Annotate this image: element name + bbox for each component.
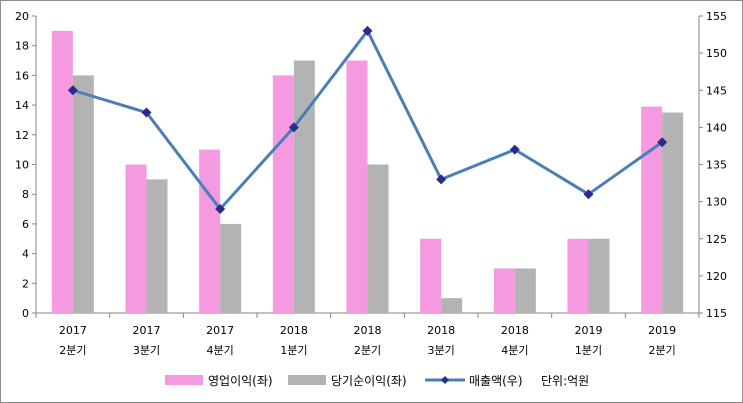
bar-operating-profit <box>641 106 663 314</box>
x-tick-label-year: 2017 <box>133 324 161 337</box>
revenue-point <box>362 25 373 36</box>
x-tick-label-year: 2018 <box>280 324 308 337</box>
revenue-point <box>288 122 299 133</box>
right-tick-label: 120 <box>706 270 727 283</box>
left-tick-label: 18 <box>15 40 29 53</box>
revenue-point <box>436 174 447 185</box>
bar-operating-profit <box>346 60 368 313</box>
x-tick-label-year: 2018 <box>354 324 382 337</box>
bar-operating-profit <box>125 164 147 313</box>
left-tick-label: 10 <box>15 159 29 172</box>
bar-net-income <box>367 164 389 313</box>
bar-net-income <box>293 60 315 313</box>
left-tick-label: 14 <box>15 99 29 112</box>
left-tick-label: 12 <box>15 129 29 142</box>
x-tick-label-quarter: 2분기 <box>354 344 381 357</box>
bar-operating-profit <box>51 30 73 313</box>
revenue-point <box>583 189 594 200</box>
revenue-point <box>657 137 668 148</box>
revenue-point <box>67 85 78 96</box>
right-tick-label: 140 <box>706 121 727 134</box>
x-tick-label-year: 2019 <box>575 324 603 337</box>
left-tick-label: 6 <box>22 218 29 231</box>
bar-net-income <box>220 223 242 313</box>
left-tick-label: 8 <box>22 188 29 201</box>
bar-net-income <box>662 112 684 314</box>
x-tick-label-quarter: 3분기 <box>133 344 160 357</box>
right-tick-label: 150 <box>706 47 727 60</box>
revenue-point <box>141 107 152 118</box>
bar-net-income <box>146 179 168 313</box>
bar-net-income <box>514 268 536 313</box>
left-tick-label: 20 <box>15 10 29 23</box>
left-tick-label: 2 <box>22 277 29 290</box>
x-tick-label-year: 2017 <box>206 324 234 337</box>
x-tick-label-year: 2019 <box>648 324 676 337</box>
x-tick-label-quarter: 1분기 <box>280 344 307 357</box>
right-tick-label: 145 <box>706 84 727 97</box>
x-tick-label-year: 2018 <box>427 324 455 337</box>
legend-label: 매출액(우) <box>469 374 523 388</box>
bar-operating-profit <box>199 149 221 313</box>
x-tick-label-quarter: 1분기 <box>575 344 602 357</box>
x-tick-label-quarter: 4분기 <box>501 344 528 357</box>
bar-operating-profit <box>493 268 515 313</box>
right-tick-label: 130 <box>706 196 727 209</box>
bar-operating-profit <box>567 238 589 313</box>
right-tick-label: 135 <box>706 159 727 172</box>
right-tick-label: 155 <box>706 10 727 23</box>
left-tick-label: 16 <box>15 69 29 82</box>
bar-operating-profit <box>420 238 442 313</box>
x-tick-label-quarter: 2분기 <box>59 344 86 357</box>
revenue-point <box>509 144 520 155</box>
revenue-point <box>215 204 226 215</box>
left-tick-label: 0 <box>22 307 29 320</box>
legend-label: 영업이익(좌) <box>208 374 273 388</box>
right-tick-label: 115 <box>706 307 727 320</box>
bar-net-income <box>72 75 94 314</box>
right-tick-label: 125 <box>706 233 727 246</box>
unit-note: 단위:억원 <box>541 374 589 388</box>
bar-net-income <box>588 238 610 313</box>
x-tick-label-quarter: 4분기 <box>207 344 234 357</box>
x-tick-label-quarter: 3분기 <box>428 344 455 357</box>
x-tick-label-quarter: 2분기 <box>649 344 676 357</box>
bar-net-income <box>441 298 463 313</box>
legend-label: 당기순이익(좌) <box>331 374 407 388</box>
bar-operating-profit <box>272 75 294 314</box>
legend-swatch-marker <box>441 376 449 384</box>
left-tick-label: 4 <box>22 248 29 261</box>
x-tick-label-year: 2018 <box>501 324 529 337</box>
x-tick-label-year: 2017 <box>59 324 87 337</box>
legend-swatch <box>288 375 326 385</box>
legend-swatch <box>165 375 203 385</box>
